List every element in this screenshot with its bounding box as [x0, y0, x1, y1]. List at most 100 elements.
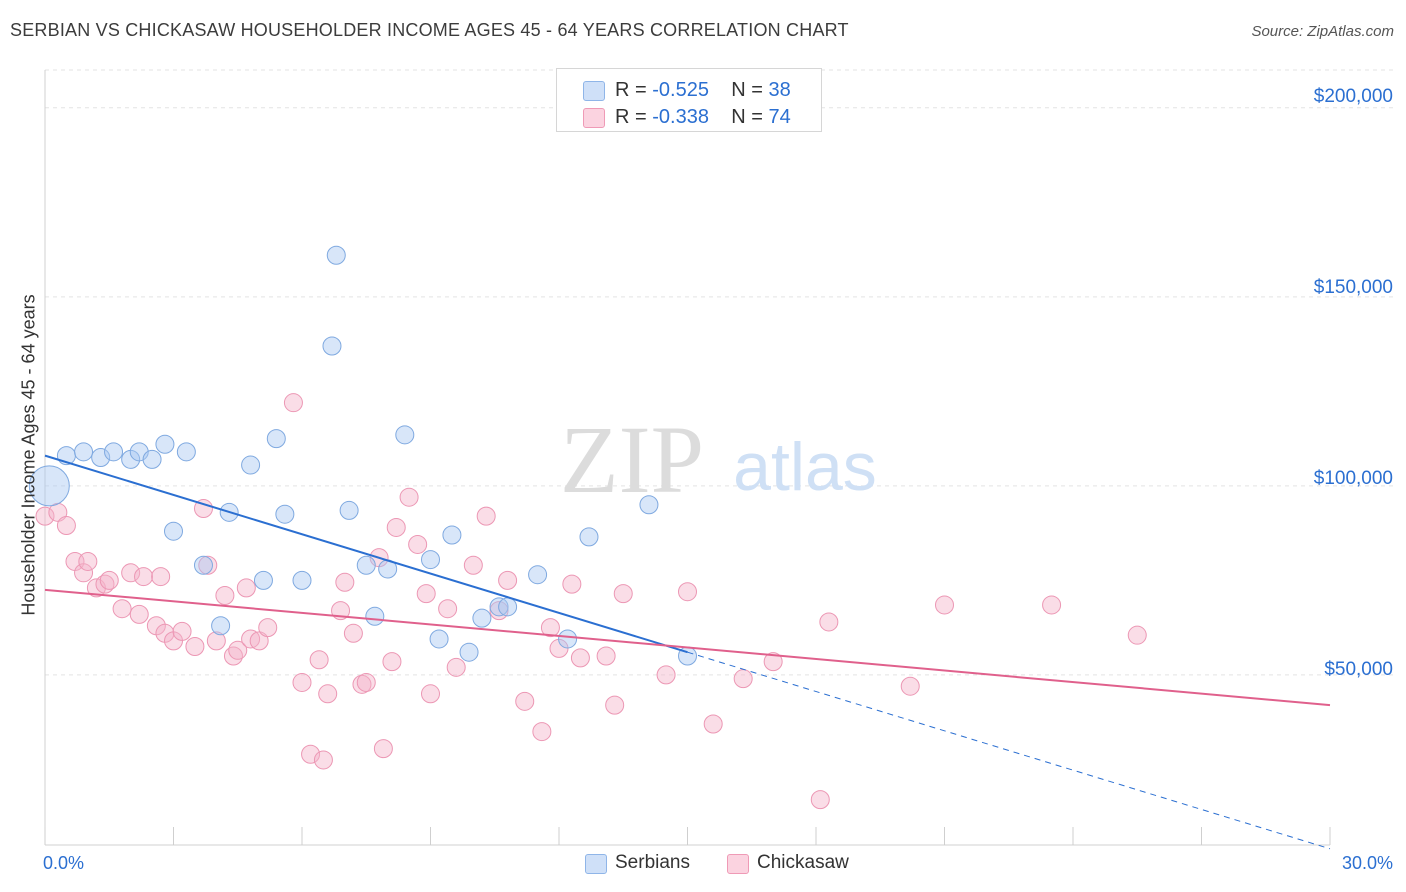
y-tick-100000: $100,000 [1313, 468, 1393, 489]
serbians-point [365, 606, 385, 626]
chickasaw-point [562, 574, 582, 594]
chickasaw-point [386, 517, 406, 537]
chickasaw-point [540, 618, 560, 638]
serbians-point [28, 465, 70, 507]
chickasaw-point [656, 665, 676, 685]
chickasaw-point [112, 599, 132, 619]
chickasaw-point [74, 563, 94, 583]
chickasaw-point [1127, 625, 1147, 645]
x-axis-max-label: 30.0% [1341, 853, 1393, 873]
chickasaw-point [313, 750, 333, 770]
chickasaw-point [151, 567, 171, 587]
serbians-point [164, 521, 183, 541]
serbians-point [639, 495, 659, 515]
serbians-point [142, 449, 162, 469]
chickasaw-point [596, 646, 616, 666]
watermark-atlas: atlas [733, 429, 877, 505]
legend-n-value: 38 [768, 79, 791, 101]
chickasaw-point [570, 648, 590, 668]
y-tick-50000: $50,000 [1324, 659, 1393, 680]
legend-n-value: 74 [768, 106, 791, 128]
chickasaw-point [613, 584, 633, 604]
chickasaw-point [900, 676, 920, 696]
serbians-point [275, 504, 295, 524]
serbians-point [292, 570, 312, 590]
serbians-point [558, 629, 578, 649]
legend-chickasaw-label: Chickasaw [757, 852, 849, 873]
trend-lines [44, 454, 1331, 850]
serbians-point [74, 442, 94, 462]
chickasaw-point [532, 722, 552, 742]
serbians-point [442, 525, 462, 545]
y-axis-label: Householder Income Ages 45 - 64 years [18, 294, 39, 616]
chickasaw-point [134, 567, 154, 587]
chickasaw-point [935, 595, 954, 615]
serbians-point [104, 442, 124, 462]
chickasaw-point [292, 672, 312, 692]
chickasaw-point [408, 534, 428, 554]
serbians-point [241, 455, 261, 475]
serbians-point [421, 550, 440, 570]
legend-r-label: R = [615, 79, 653, 101]
chickasaw-swatch [583, 108, 605, 128]
serbians-point [155, 434, 175, 454]
serbians-point [253, 570, 273, 590]
serbians-point [356, 555, 376, 575]
chickasaw-point [172, 621, 192, 641]
chickasaw-point [35, 506, 55, 526]
chickasaw-point [318, 684, 338, 704]
serbians-point [193, 555, 213, 575]
chickasaw-point [301, 744, 321, 764]
serbians-trend-extension [687, 651, 1331, 850]
chickasaw-point [605, 695, 625, 715]
chickasaw-point [733, 669, 753, 689]
chickasaw-point [258, 618, 278, 638]
chickasaw-point [515, 691, 535, 711]
serbians-point [472, 608, 492, 628]
chickasaw-point [228, 640, 248, 660]
chickasaw-point [382, 652, 402, 672]
serbians-point [579, 527, 599, 547]
serbians-point [429, 629, 449, 649]
legend-serbians-label: Serbians [615, 852, 690, 873]
chickasaw-points [35, 393, 1147, 810]
serbians-point [322, 336, 342, 356]
chickasaw-trend-line [44, 588, 1331, 707]
legend-n-label: N = [731, 79, 769, 101]
serbians-point [176, 442, 196, 462]
serbians-point [498, 597, 518, 617]
y-tick-150000: $150,000 [1313, 277, 1393, 298]
chickasaw-point [703, 714, 723, 734]
chickasaw-point [185, 637, 205, 657]
chickasaw-point [373, 739, 393, 759]
serbians-point [326, 245, 346, 265]
x-axis-min-label: 0.0% [43, 853, 85, 873]
chickasaw-point [446, 657, 466, 677]
chickasaw-point [498, 570, 518, 590]
chickasaw-point [678, 582, 697, 602]
chickasaw-point [810, 790, 830, 810]
chickasaw-point [309, 650, 329, 670]
serbians-trend-line [44, 454, 688, 654]
chickasaw-point [48, 502, 68, 522]
chickasaw-point [236, 578, 256, 598]
chickasaw-point [193, 499, 213, 519]
legend-n-label: N = [731, 106, 769, 128]
axes [44, 70, 1331, 846]
legend-r-label: R = [615, 106, 653, 128]
chart-title: SERBIAN VS CHICKASAW HOUSEHOLDER INCOME … [10, 20, 849, 40]
chickasaw-point [198, 555, 218, 575]
chickasaw-point [121, 563, 141, 583]
chickasaw-point [249, 631, 269, 651]
chickasaw-point [99, 570, 119, 590]
chickasaw-point [206, 631, 226, 651]
chickasaw-point [1042, 595, 1062, 615]
correlation-legend: R = -0.525 N = 38 R = -0.338 N = 74 [556, 68, 822, 132]
serbians-swatch [583, 81, 605, 101]
chickasaw-point [343, 623, 363, 643]
chickasaw-point [335, 572, 355, 592]
serbians-point [395, 425, 415, 445]
watermark-zip: ZIP [560, 406, 704, 513]
source-credit: Source: ZipAtlas.com [1251, 23, 1394, 40]
